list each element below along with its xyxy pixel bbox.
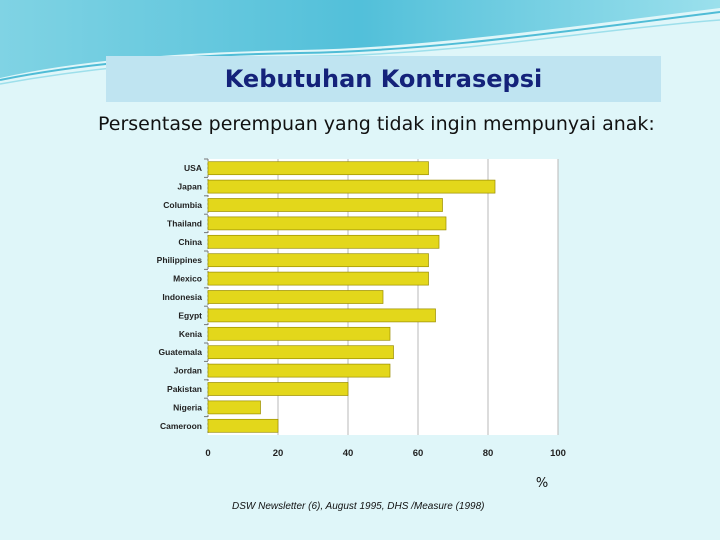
y-tick-label: USA <box>184 163 202 173</box>
y-tick-label: Pakistan <box>167 384 202 394</box>
y-tick-label: Mexico <box>173 274 202 284</box>
x-tick-label: 60 <box>413 448 424 459</box>
bar <box>207 382 349 396</box>
y-tick-label: Guatemala <box>159 347 203 357</box>
bar <box>207 198 443 212</box>
y-tick-label: Thailand <box>167 218 202 228</box>
decorative-wave <box>0 0 720 85</box>
y-tick-label: Jordan <box>174 366 202 376</box>
bar <box>207 216 447 231</box>
bar <box>207 418 279 433</box>
x-axis-label: % <box>536 476 548 491</box>
bar <box>207 179 496 194</box>
y-tick-label: Egypt <box>178 310 202 320</box>
bar <box>207 345 394 360</box>
x-tick-label: 40 <box>343 448 354 459</box>
bar <box>207 290 384 304</box>
bar <box>207 253 429 268</box>
page-title: Kebutuhan Kontrasepsi <box>224 65 543 93</box>
bar <box>207 234 440 249</box>
source-note: DSW Newsletter (6), August 1995, DHS /Me… <box>232 501 485 512</box>
x-tick-label: 20 <box>273 448 284 459</box>
bar <box>207 326 391 341</box>
chart-subtitle: Persentase perempuan yang tidak ingin me… <box>98 113 655 135</box>
y-tick-label: Japan <box>177 182 202 192</box>
y-tick-label: Philippines <box>157 255 203 265</box>
y-tick-label: Nigeria <box>173 402 202 412</box>
y-tick-label: Kenia <box>179 329 202 339</box>
y-tick-label: Indonesia <box>162 292 202 302</box>
bar <box>207 363 391 378</box>
x-tick-label: 0 <box>205 448 210 459</box>
bar <box>207 400 261 415</box>
x-tick-label: 100 <box>550 448 566 459</box>
y-tick-label: Columbia <box>163 200 202 210</box>
bar <box>207 161 429 176</box>
y-tick-label: China <box>178 237 202 247</box>
x-tick-label: 80 <box>483 448 494 459</box>
bar <box>207 271 429 286</box>
y-tick-label: Cameroon <box>160 421 202 431</box>
title-banner: Kebutuhan Kontrasepsi <box>106 56 661 102</box>
bar <box>207 308 436 323</box>
